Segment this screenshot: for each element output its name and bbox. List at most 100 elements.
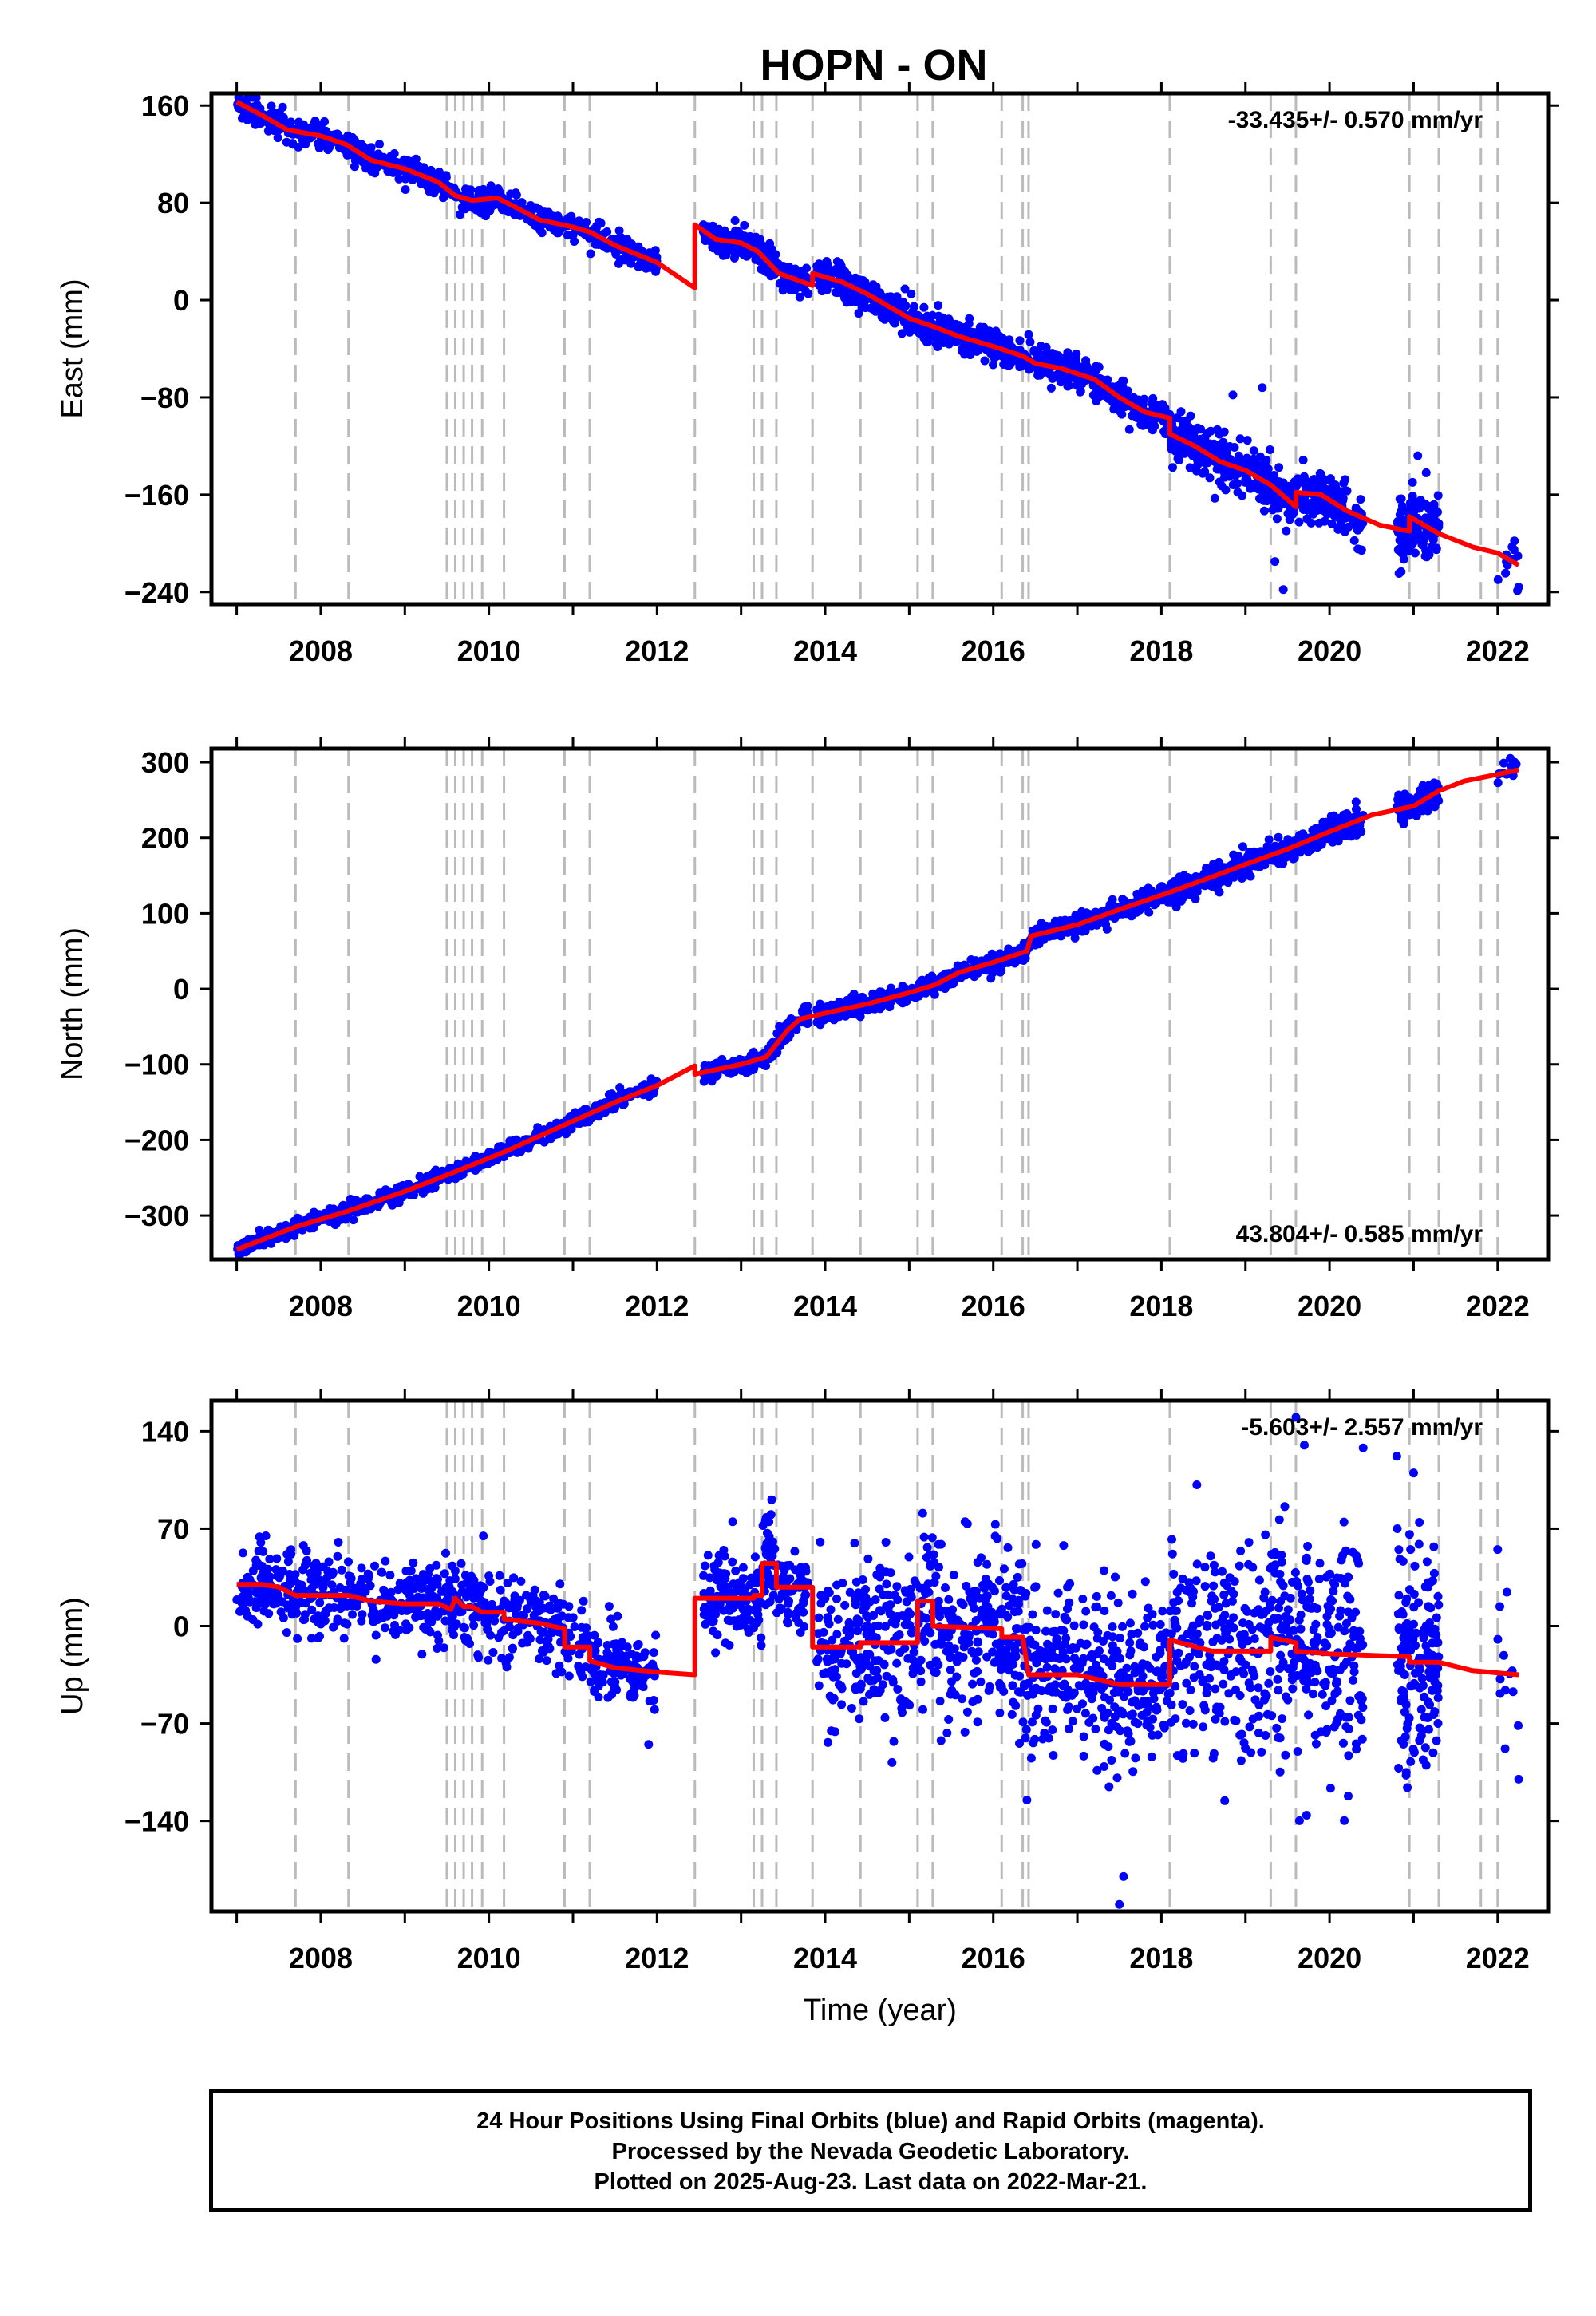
data-point xyxy=(919,302,929,312)
data-point xyxy=(1196,425,1206,434)
x-tick-label: 2010 xyxy=(457,1290,521,1322)
data-point xyxy=(286,117,296,127)
data-point xyxy=(923,313,933,322)
data-point xyxy=(1424,550,1434,559)
data-point xyxy=(1160,403,1170,413)
data-point xyxy=(1414,535,1424,544)
data-point xyxy=(1433,508,1442,517)
data-point xyxy=(837,288,847,298)
data-point xyxy=(1222,449,1231,457)
data-point xyxy=(1300,496,1310,505)
data-point xyxy=(1318,817,1328,827)
data-point xyxy=(1266,445,1274,454)
data-point xyxy=(1353,525,1362,535)
data-point xyxy=(784,1033,793,1042)
data-point xyxy=(341,1215,350,1224)
data-point xyxy=(592,221,602,231)
x-tick-label: 2020 xyxy=(1298,634,1361,667)
data-point xyxy=(832,268,841,278)
data-point xyxy=(389,149,399,158)
data-point xyxy=(649,1089,658,1098)
data-point xyxy=(1292,480,1302,489)
data-point xyxy=(1258,460,1267,470)
data-point xyxy=(855,275,865,285)
data-point xyxy=(1503,560,1512,570)
data-point xyxy=(1349,515,1358,524)
data-point xyxy=(1277,497,1286,507)
data-point xyxy=(525,203,535,212)
data-point xyxy=(1106,394,1116,404)
data-point xyxy=(1306,845,1315,855)
data-point xyxy=(1219,427,1229,437)
data-point xyxy=(1200,433,1210,442)
data-point xyxy=(775,1022,784,1031)
data-point xyxy=(263,126,273,136)
data-point xyxy=(714,224,724,234)
data-point xyxy=(1270,557,1280,567)
data-point xyxy=(907,289,916,298)
data-point xyxy=(1342,486,1352,496)
data-point xyxy=(463,188,472,197)
data-point xyxy=(1229,850,1238,860)
data-point xyxy=(1136,420,1146,429)
x-tick-label: 2012 xyxy=(625,1290,689,1322)
data-point xyxy=(433,169,442,179)
data-point xyxy=(1294,517,1304,527)
data-point xyxy=(1105,901,1115,911)
model-fit-line xyxy=(235,767,1519,1252)
data-point xyxy=(958,344,967,354)
data-point xyxy=(700,1061,709,1070)
data-point xyxy=(549,1594,559,1603)
data-point xyxy=(288,140,298,149)
data-point xyxy=(385,1571,395,1580)
data-point xyxy=(530,220,539,230)
data-point xyxy=(1212,425,1222,434)
y-tick-label: −160 xyxy=(124,479,189,512)
data-point xyxy=(1337,831,1347,840)
data-point xyxy=(388,1200,397,1210)
data-point xyxy=(1214,441,1223,450)
data-point xyxy=(1330,480,1340,490)
data-point xyxy=(1210,493,1219,503)
data-point xyxy=(1509,545,1519,555)
data-point xyxy=(486,186,496,196)
data-point xyxy=(1053,351,1063,361)
data-point xyxy=(1410,548,1420,558)
data-point xyxy=(1242,436,1252,445)
y-tick-label: 300 xyxy=(141,746,189,779)
data-point xyxy=(640,1080,650,1089)
data-point xyxy=(346,135,355,144)
data-point xyxy=(1501,568,1511,578)
data-point xyxy=(394,174,404,184)
data-point xyxy=(1183,872,1192,882)
data-point xyxy=(1408,492,1417,501)
data-point xyxy=(1333,524,1343,534)
data-point xyxy=(712,1071,721,1081)
data-point xyxy=(1172,442,1182,452)
data-point xyxy=(1005,357,1015,366)
data-point xyxy=(1357,545,1366,555)
data-point xyxy=(1403,794,1412,804)
data-point xyxy=(1399,815,1408,824)
data-point xyxy=(345,1200,354,1210)
data-point xyxy=(1214,857,1223,867)
data-point xyxy=(1344,522,1353,532)
data-point xyxy=(1030,940,1040,950)
x-tick-label: 2012 xyxy=(625,634,689,667)
data-point xyxy=(1189,448,1199,457)
y-axis-label: East (mm) xyxy=(56,279,89,418)
data-point xyxy=(923,338,933,347)
data-point xyxy=(1077,907,1086,916)
x-tick-label: 2020 xyxy=(1298,1290,1361,1322)
data-point xyxy=(934,301,943,310)
data-point xyxy=(823,279,832,288)
data-point xyxy=(772,1048,782,1057)
data-point xyxy=(1396,567,1406,576)
data-point xyxy=(918,975,927,985)
data-point xyxy=(1170,876,1179,886)
data-point xyxy=(1076,387,1085,397)
data-point xyxy=(1186,411,1195,421)
data-point xyxy=(999,339,1009,349)
data-point xyxy=(568,231,578,240)
data-point xyxy=(1340,810,1349,820)
